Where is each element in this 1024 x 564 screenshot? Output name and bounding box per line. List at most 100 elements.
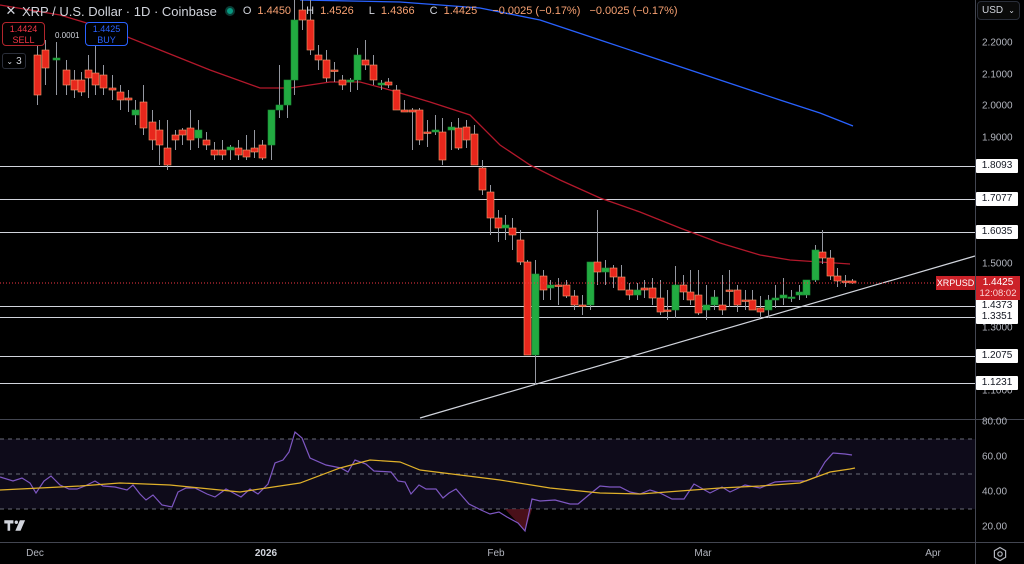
indicators-toggle-button[interactable]: ⌄ 3 bbox=[2, 53, 26, 69]
candle bbox=[554, 278, 563, 305]
candle bbox=[811, 245, 820, 282]
candle bbox=[338, 75, 347, 90]
candle bbox=[702, 285, 711, 320]
candle bbox=[384, 78, 393, 88]
symbol-title[interactable]: XRP / U.S. Dollar · 1D · Coinbase bbox=[22, 3, 217, 19]
candle bbox=[226, 145, 235, 160]
rsi-oversold-fill bbox=[505, 509, 532, 531]
symbol-price-tag: XRPUSD bbox=[936, 276, 975, 290]
candle bbox=[392, 85, 401, 111]
candle bbox=[346, 78, 355, 92]
candle bbox=[431, 115, 440, 135]
candlesticks bbox=[33, 0, 857, 385]
time-tick-label: Feb bbox=[487, 548, 505, 559]
candle bbox=[218, 140, 227, 160]
ma-red-line[interactable] bbox=[0, 4, 851, 265]
chevron-down-icon: ⌄ bbox=[1008, 6, 1015, 15]
candle bbox=[369, 55, 378, 85]
candle bbox=[330, 62, 339, 82]
price-tick-label: 2.0000 bbox=[982, 100, 1013, 112]
current-price-tag: 1.4425 12:08:02 bbox=[976, 276, 1020, 300]
candle bbox=[447, 122, 456, 150]
candle bbox=[601, 260, 610, 285]
level-price-tag[interactable]: 1.8093 bbox=[976, 159, 1018, 173]
candle bbox=[648, 278, 657, 305]
rsi-bands bbox=[0, 438, 975, 510]
candle bbox=[826, 250, 835, 280]
candle bbox=[756, 296, 765, 318]
sell-price: 1.4424 bbox=[9, 24, 38, 34]
candle bbox=[833, 268, 842, 287]
candle bbox=[686, 270, 695, 305]
bar-countdown: 12:08:02 bbox=[979, 288, 1017, 299]
change-value-2: −0.0025 (−0.17%) bbox=[589, 5, 678, 17]
level-price-tag[interactable]: 1.3351 bbox=[976, 310, 1018, 324]
candle bbox=[578, 295, 587, 315]
candle bbox=[795, 285, 804, 300]
rsi-line[interactable] bbox=[0, 430, 853, 533]
candle bbox=[84, 55, 93, 98]
currency-label: USD bbox=[982, 5, 1004, 16]
candle bbox=[306, 0, 315, 55]
candle bbox=[52, 42, 61, 95]
tradingview-logo-icon[interactable] bbox=[4, 519, 28, 532]
candle bbox=[671, 266, 680, 318]
close-value: 1.4425 bbox=[443, 5, 478, 17]
candle bbox=[640, 280, 649, 298]
symbol-legend: ✕ XRP / U.S. Dollar · 1D · Coinbase O 1.4… bbox=[4, 3, 684, 19]
candle bbox=[679, 275, 688, 300]
candle bbox=[478, 160, 487, 195]
candle bbox=[586, 261, 595, 310]
close-icon[interactable]: ✕ bbox=[5, 3, 17, 18]
candle bbox=[186, 110, 195, 150]
candle bbox=[779, 278, 788, 305]
candle bbox=[234, 140, 243, 160]
candle bbox=[314, 45, 323, 70]
price-tick-label: 1.3000 bbox=[982, 322, 1013, 334]
candle bbox=[283, 79, 292, 118]
candle bbox=[108, 75, 117, 100]
candle bbox=[415, 108, 424, 145]
candle bbox=[546, 280, 555, 300]
rsi-ma-line[interactable] bbox=[0, 459, 856, 495]
candle bbox=[663, 290, 672, 320]
candle bbox=[77, 72, 86, 96]
time-tick-label: 2026 bbox=[254, 548, 278, 559]
market-status-icon[interactable] bbox=[224, 6, 235, 16]
candle bbox=[275, 65, 284, 118]
currency-select[interactable]: USD ⌄ bbox=[977, 1, 1020, 20]
candle bbox=[841, 275, 850, 287]
candle bbox=[486, 185, 495, 235]
candle bbox=[423, 120, 432, 147]
candle bbox=[33, 45, 42, 105]
price-tick-label: 1.9000 bbox=[982, 132, 1013, 144]
level-price-tag[interactable]: 1.7077 bbox=[976, 192, 1018, 206]
candle bbox=[593, 210, 602, 285]
indicator-count: 3 bbox=[16, 55, 22, 67]
candle bbox=[501, 215, 510, 240]
level-price-tag[interactable]: 1.2075 bbox=[976, 349, 1018, 363]
rsi-tick-label: 20.00 bbox=[982, 521, 1008, 533]
rsi-tick-label: 60.00 bbox=[982, 451, 1008, 463]
candle bbox=[710, 290, 719, 310]
candle bbox=[298, 0, 307, 30]
price-tick-label: 1.5000 bbox=[982, 258, 1013, 270]
candle bbox=[210, 142, 219, 160]
level-price-tag[interactable]: 1.1231 bbox=[976, 376, 1018, 390]
buy-button[interactable]: 1.4425 BUY bbox=[85, 22, 128, 46]
candle bbox=[322, 50, 331, 82]
sell-button[interactable]: 1.4424 SELL bbox=[2, 22, 45, 46]
candle bbox=[748, 290, 757, 311]
level-price-tag[interactable]: 1.6035 bbox=[976, 225, 1018, 239]
level-price-tag[interactable]: 1.4373 bbox=[976, 299, 1018, 313]
settings-gear-icon[interactable] bbox=[992, 546, 1008, 562]
trendline-line[interactable] bbox=[419, 255, 976, 419]
ma-blue-line[interactable] bbox=[299, 0, 854, 127]
low-value: 1.4366 bbox=[380, 5, 415, 17]
candle bbox=[408, 108, 417, 150]
candle bbox=[462, 120, 471, 148]
candle bbox=[124, 90, 133, 112]
candle bbox=[718, 275, 727, 315]
price-tick-label: 2.2000 bbox=[982, 37, 1013, 49]
